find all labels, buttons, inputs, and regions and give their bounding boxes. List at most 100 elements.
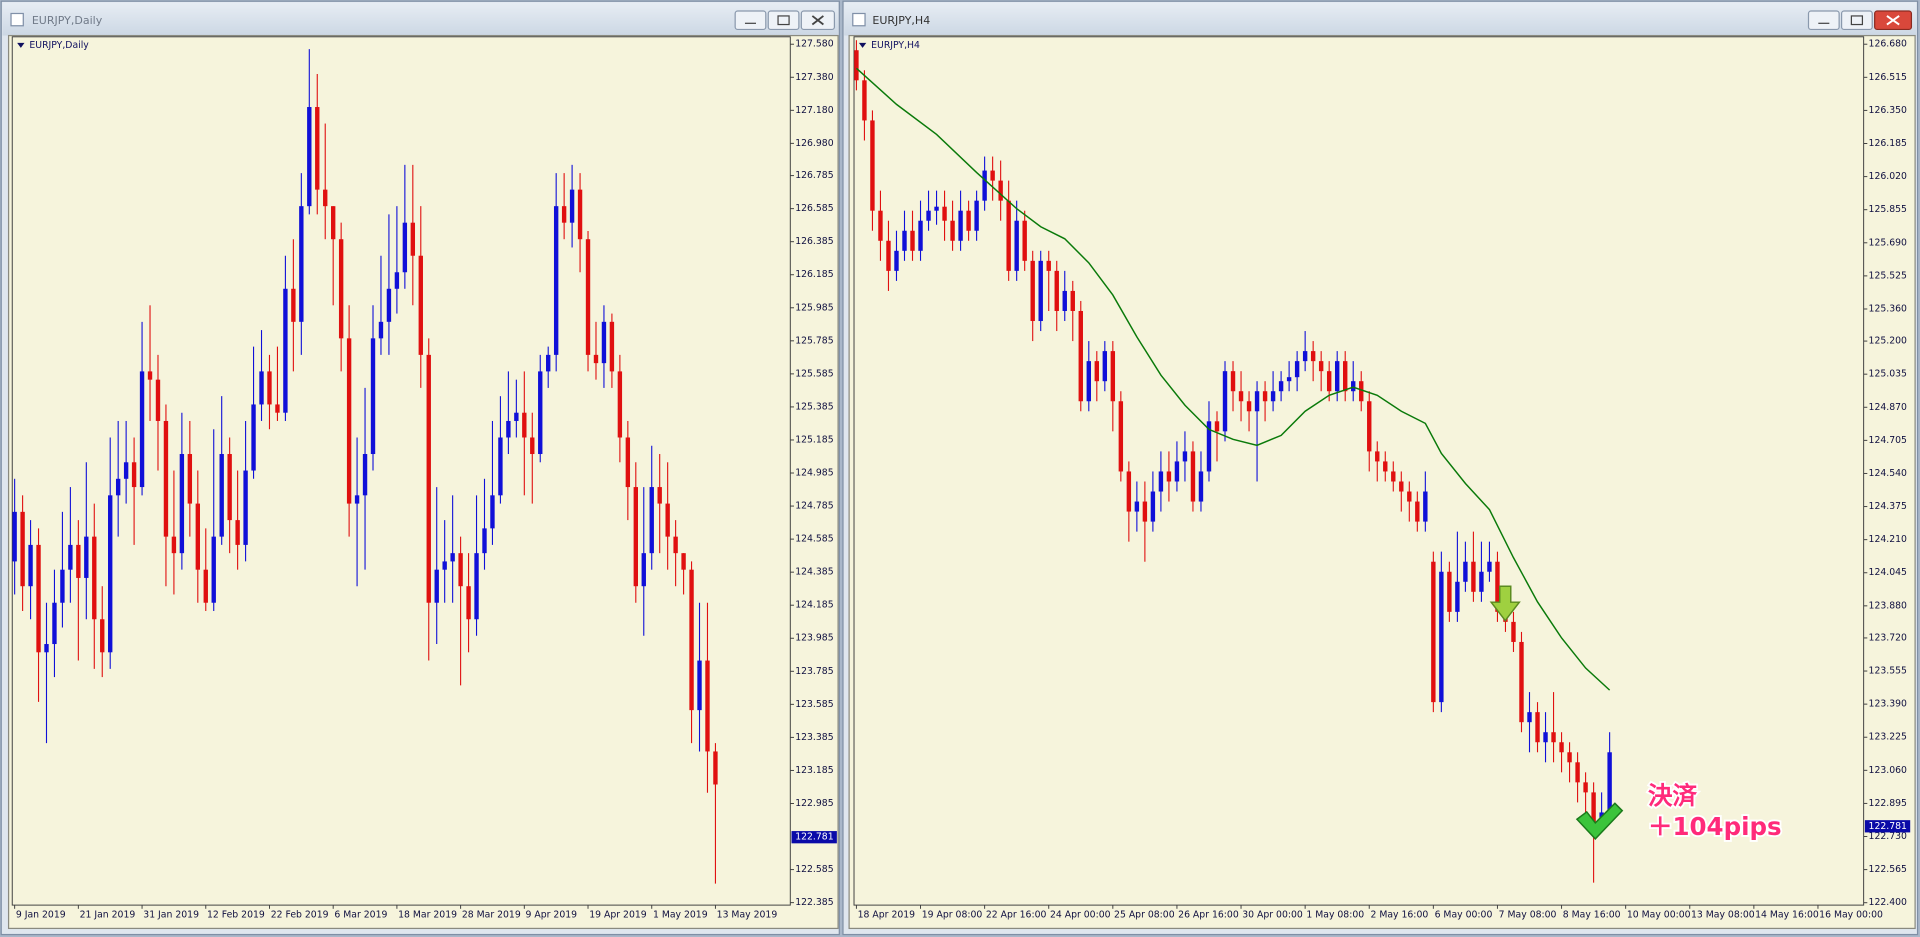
candle-body	[434, 569, 439, 603]
candle-body	[68, 544, 73, 570]
plot-frame	[11, 36, 791, 906]
candle-body	[482, 528, 487, 554]
candle-body	[1150, 491, 1156, 522]
candle-body	[1487, 561, 1492, 572]
candle-body	[474, 553, 479, 620]
y-tick-label: 126.785	[795, 170, 834, 181]
candle-body	[1126, 471, 1132, 512]
candle-body	[1022, 220, 1027, 261]
title-bar	[844, 2, 1917, 36]
y-tick-label: 126.185	[795, 269, 834, 280]
y-tick-label: 125.690	[1869, 237, 1908, 248]
window-title: EURJPY,H4	[872, 14, 930, 27]
maximize-button[interactable]	[1840, 10, 1873, 31]
candle-body	[1070, 290, 1075, 311]
x-tick-label: 18 Apr 2019	[858, 909, 916, 920]
candle-body	[705, 660, 710, 752]
label-triangle	[858, 42, 867, 48]
window-icon	[10, 12, 24, 27]
y-tick-label: 124.785	[795, 501, 834, 512]
candle-body	[1294, 361, 1300, 378]
candle-body	[546, 354, 551, 372]
candle-body	[259, 371, 264, 405]
candle-body	[1158, 471, 1164, 492]
candle-body	[878, 210, 883, 241]
candle-body	[681, 553, 686, 570]
price-label-box	[1864, 820, 1911, 833]
y-tick-label: 123.390	[1869, 699, 1908, 710]
candle-body	[155, 379, 161, 421]
candle-body	[1222, 371, 1228, 432]
candle-body	[958, 210, 963, 241]
candle-body	[886, 240, 891, 271]
candle-body	[1567, 752, 1572, 763]
candle-body	[910, 230, 915, 251]
y-tick-label: 123.225	[1869, 732, 1908, 743]
candle-body	[553, 206, 559, 355]
candle-body	[442, 561, 447, 570]
y-tick-label: 125.385	[795, 401, 834, 412]
candle-body	[569, 189, 575, 223]
y-tick-label: 126.185	[1869, 138, 1908, 149]
minimize-button[interactable]	[734, 10, 767, 31]
candle-body	[92, 536, 97, 620]
candle-body	[1399, 481, 1404, 492]
y-tick-label: 122.895	[1869, 798, 1908, 809]
candle-body	[894, 250, 899, 271]
minimize-button[interactable]	[1807, 10, 1840, 31]
candle-body	[1254, 391, 1260, 412]
candle-body	[1118, 401, 1124, 472]
candle-body	[20, 511, 25, 587]
candle-body	[243, 470, 248, 545]
x-tick-label: 1 May 2019	[653, 909, 708, 920]
candle-body	[1134, 501, 1140, 512]
close-glyph	[1886, 15, 1900, 26]
candle-body	[1094, 361, 1100, 382]
candle-body	[203, 569, 208, 603]
candle-body	[625, 437, 631, 488]
candle-body	[617, 371, 623, 438]
title-bar	[2, 2, 839, 36]
x-tick-label: 13 May 2019	[717, 909, 778, 920]
candle-body	[123, 462, 129, 479]
candle-body	[1519, 641, 1524, 723]
candle-body	[323, 189, 328, 207]
candle-body	[657, 487, 662, 504]
chart-label: EURJPY,Daily	[29, 40, 89, 51]
candle-body	[1078, 310, 1083, 402]
candle-body	[338, 239, 344, 339]
candle-body	[362, 454, 368, 496]
y-tick-label: 122.400	[1869, 897, 1908, 908]
candle-body	[108, 495, 113, 653]
maximize-button[interactable]	[767, 10, 800, 31]
candle-body	[1230, 371, 1236, 392]
candle-body	[585, 239, 591, 355]
candle-body	[211, 536, 216, 603]
candle-body	[291, 288, 296, 322]
y-tick-label: 126.515	[1869, 72, 1908, 83]
candle-body	[1551, 732, 1556, 743]
candle-body	[1214, 421, 1220, 432]
candle-body	[1286, 377, 1292, 382]
candle-body	[171, 536, 177, 554]
x-tick-label: 31 Jan 2019	[143, 909, 199, 920]
candle-body	[1246, 401, 1252, 412]
candle-body	[609, 321, 615, 372]
candle-body	[1198, 471, 1204, 502]
chart-label: EURJPY,H4	[871, 40, 920, 51]
candle-body	[593, 354, 599, 364]
y-tick-label: 123.880	[1869, 600, 1908, 611]
y-tick-label: 123.720	[1869, 632, 1908, 643]
candle-body	[1495, 561, 1500, 612]
y-tick-label: 126.585	[795, 203, 834, 214]
candle-body	[402, 222, 408, 273]
candle-body	[147, 371, 153, 380]
candle-body	[1527, 712, 1532, 723]
y-tick-label: 122.730	[1869, 831, 1908, 842]
x-tick-label: 12 Feb 2019	[207, 909, 265, 920]
candle-body	[506, 420, 511, 438]
candle-body	[665, 503, 670, 537]
chart-area	[848, 34, 1916, 930]
candle-body	[1302, 351, 1308, 362]
